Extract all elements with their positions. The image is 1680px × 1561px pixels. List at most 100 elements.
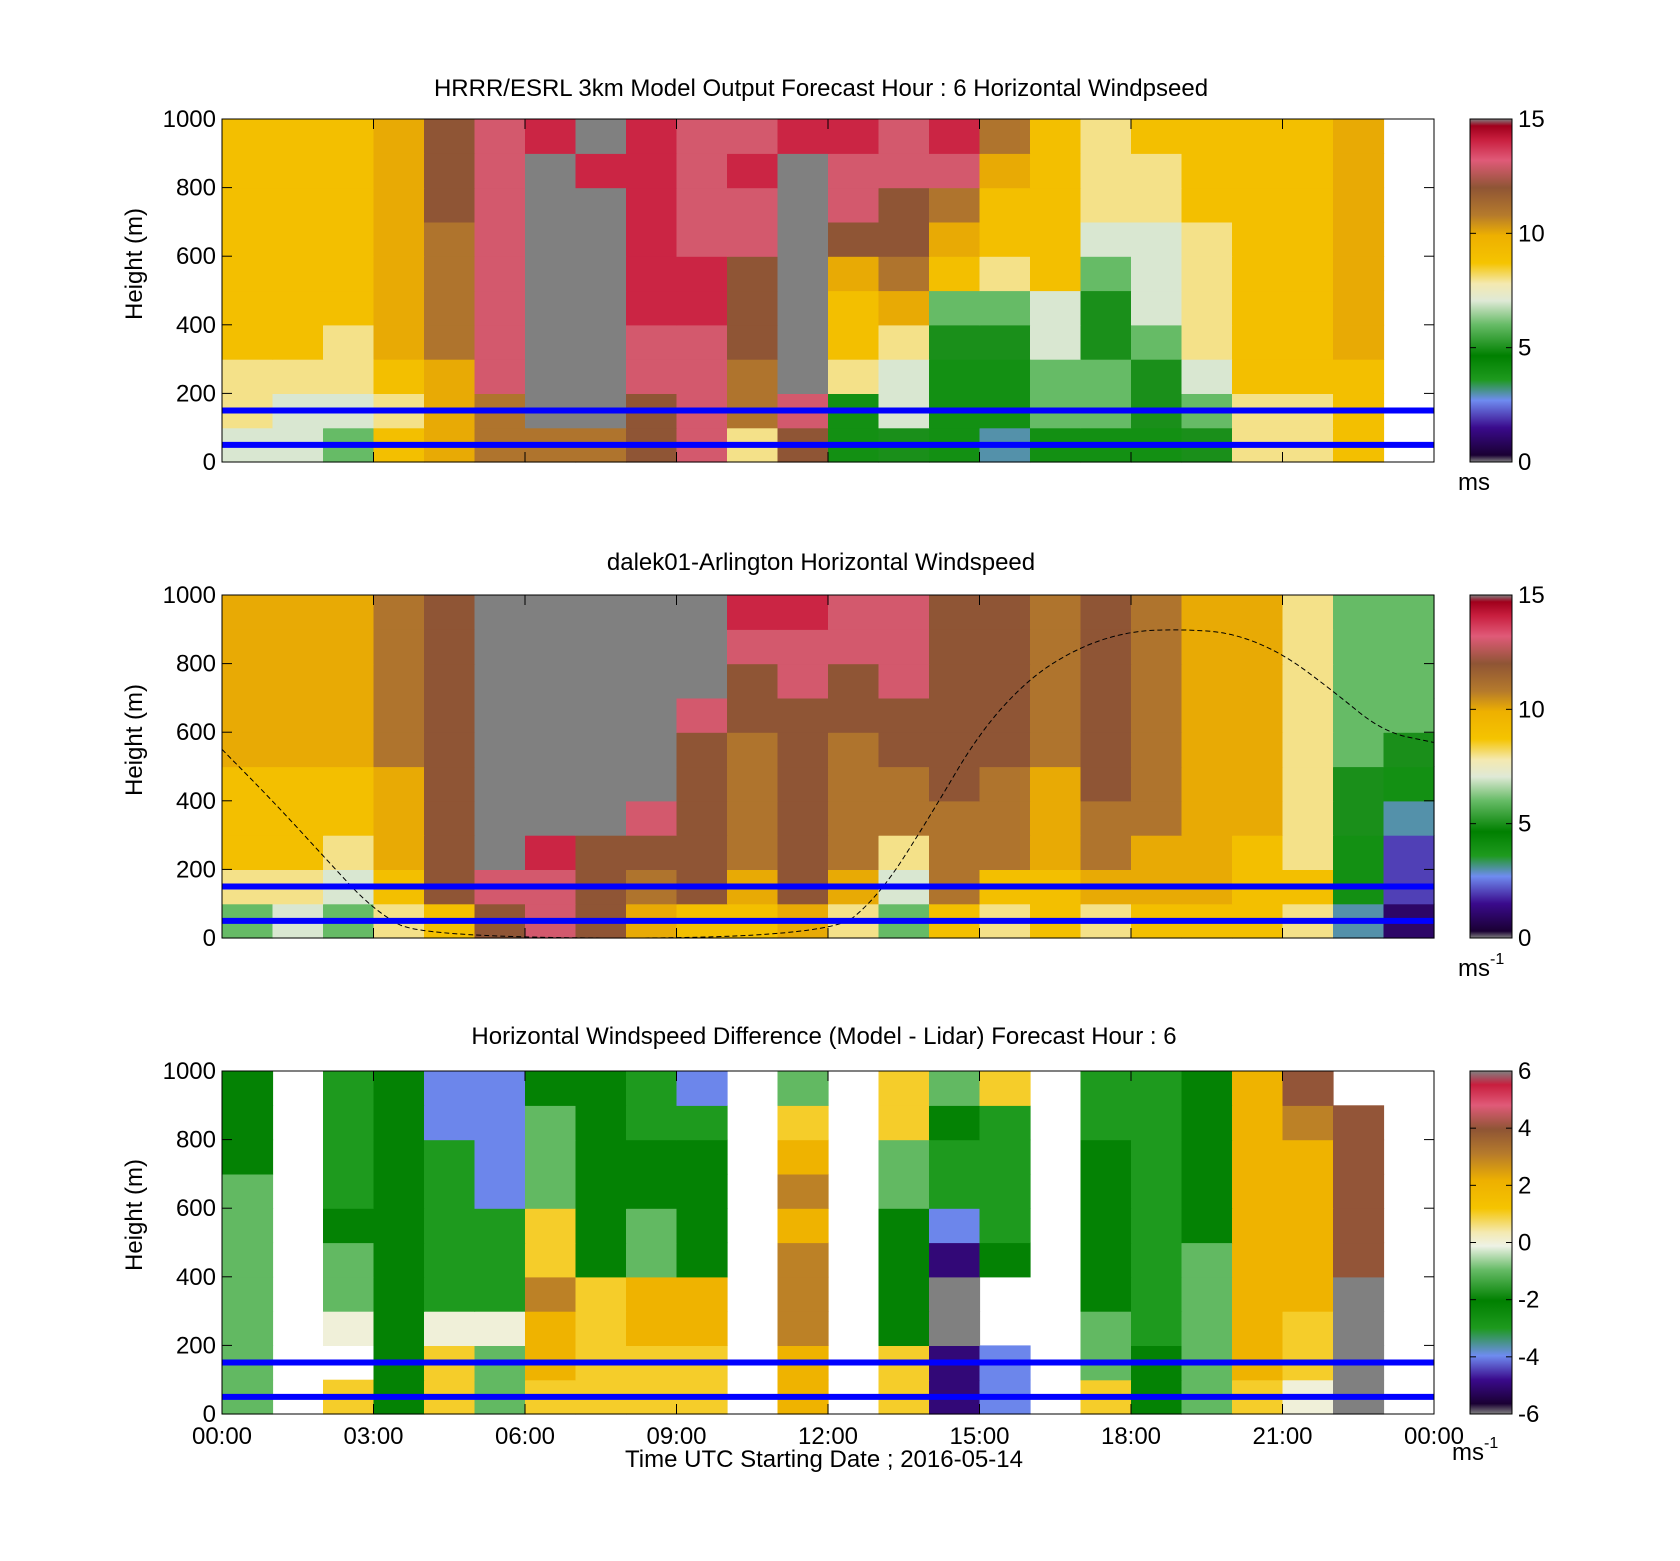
heatmap-cell	[929, 1105, 981, 1141]
heatmap-cell	[373, 1208, 425, 1244]
heatmap-cell	[828, 800, 880, 836]
heatmap-cell	[575, 663, 627, 699]
heatmap-cell	[1232, 187, 1284, 223]
heatmap-cell	[777, 1173, 829, 1209]
heatmap-cell	[474, 256, 526, 292]
heatmap-cell	[929, 221, 981, 257]
heatmap-cell	[1333, 663, 1385, 699]
heatmap-cell	[1282, 1208, 1334, 1244]
y-tick-label: 1000	[163, 582, 216, 609]
heatmap-cell	[676, 221, 728, 257]
heatmap-cell	[1131, 835, 1183, 870]
heatmap-cell	[676, 1242, 728, 1278]
heatmap-cell	[222, 1242, 274, 1278]
heatmap-cell	[777, 629, 829, 665]
heatmap-cell	[525, 1105, 577, 1141]
heatmap-cell	[878, 1208, 930, 1244]
heatmap-cell	[1080, 1071, 1132, 1106]
heatmap-cell	[828, 119, 880, 154]
heatmap-cell	[676, 187, 728, 223]
heatmap-cell	[474, 153, 526, 189]
heatmap-cell	[1232, 1311, 1284, 1346]
heatmap-cell	[979, 1173, 1031, 1209]
heatmap-cell	[1080, 629, 1132, 665]
difference-panel: Horizontal Windspeed Difference (Model -…	[121, 1023, 1539, 1466]
heatmap-cell	[626, 732, 678, 768]
x-tick-label: 00:00	[1404, 1423, 1464, 1450]
heatmap-cell	[373, 1105, 425, 1141]
heatmap-cell	[626, 1071, 678, 1106]
heatmap-cell	[222, 256, 274, 292]
heatmap-cell	[575, 187, 627, 223]
heatmap-cell	[1080, 153, 1132, 189]
y-tick-label: 1000	[163, 1058, 216, 1085]
heatmap-cell	[323, 1173, 375, 1209]
heatmap-cell	[373, 732, 425, 768]
y-tick-label: 800	[176, 1127, 216, 1154]
heatmap-cell	[474, 290, 526, 326]
heatmap-cell	[979, 290, 1031, 326]
heatmap-cell	[1080, 187, 1132, 223]
heatmap-cell	[1030, 697, 1082, 733]
heatmap-cell	[474, 221, 526, 257]
heatmap-cell	[424, 629, 476, 665]
heatmap-cell	[676, 1139, 728, 1175]
heatmap-cell	[1333, 1208, 1385, 1244]
heatmap-cell	[222, 1311, 274, 1346]
heatmap-cell	[929, 595, 981, 630]
heatmap-cell	[626, 835, 678, 870]
heatmap-cell	[676, 595, 728, 630]
heatmap-cell	[1080, 1139, 1132, 1175]
heatmap-cell	[979, 119, 1031, 154]
heatmap-cell	[1282, 732, 1334, 768]
heatmap-cell	[424, 732, 476, 768]
panel-title: Horizontal Windspeed Difference (Model -…	[471, 1023, 1176, 1050]
heatmap-cell	[878, 595, 930, 630]
heatmap-cell	[575, 1071, 627, 1106]
heatmap-cell	[1080, 1173, 1132, 1209]
heatmap-cell	[1030, 256, 1082, 292]
heatmap-cell	[1181, 324, 1233, 360]
heatmap-cell	[727, 187, 779, 223]
heatmap-cell	[1181, 1311, 1233, 1346]
heatmap-cell	[222, 663, 274, 699]
heatmap-cell	[323, 1208, 375, 1244]
heatmap-cell	[272, 187, 324, 223]
heatmap-cell	[323, 766, 375, 802]
heatmap-cell	[777, 1071, 829, 1106]
heatmap-cell	[575, 766, 627, 802]
heatmap-cell	[1181, 697, 1233, 733]
x-tick-label: 03:00	[343, 1423, 403, 1450]
heatmap-cell	[525, 119, 577, 154]
heatmap-cell	[373, 187, 425, 223]
heatmap-cell	[979, 1071, 1031, 1106]
heatmap-cell	[626, 1139, 678, 1175]
colorbar-unit-superscript: -1	[1490, 951, 1504, 968]
heatmap-cell	[1080, 1208, 1132, 1244]
heatmap-cell	[272, 119, 324, 154]
heatmap-cell	[424, 1276, 476, 1312]
heatmap-cell	[626, 595, 678, 630]
colorbar-unit-text: ms	[1458, 955, 1490, 982]
heatmap-cell	[929, 1139, 981, 1175]
heatmap-cell	[1333, 1173, 1385, 1209]
heatmap-cell	[323, 835, 375, 870]
panel-title: HRRR/ESRL 3km Model Output Forecast Hour…	[434, 75, 1208, 102]
heatmap-cell	[878, 1139, 930, 1175]
heatmap-cell	[474, 629, 526, 665]
heatmap-cell	[1333, 800, 1385, 836]
x-axis-ticks	[221, 595, 1435, 938]
heatmap-cell	[222, 1208, 274, 1244]
x-tick-label: 06:00	[495, 1423, 555, 1450]
heatmap-cell	[676, 1311, 728, 1346]
heatmap-cell	[1131, 119, 1183, 154]
heatmap-cell	[878, 119, 930, 154]
heatmap-cell	[222, 1276, 274, 1312]
y-tick-label: 800	[176, 651, 216, 678]
x-tick-label: 12:00	[798, 1423, 858, 1450]
heatmap-cell	[1232, 835, 1284, 870]
heatmap-cell	[979, 595, 1031, 630]
heatmap-cell	[1131, 595, 1183, 630]
heatmap-cell	[727, 697, 779, 733]
heatmap-cell	[676, 766, 728, 802]
